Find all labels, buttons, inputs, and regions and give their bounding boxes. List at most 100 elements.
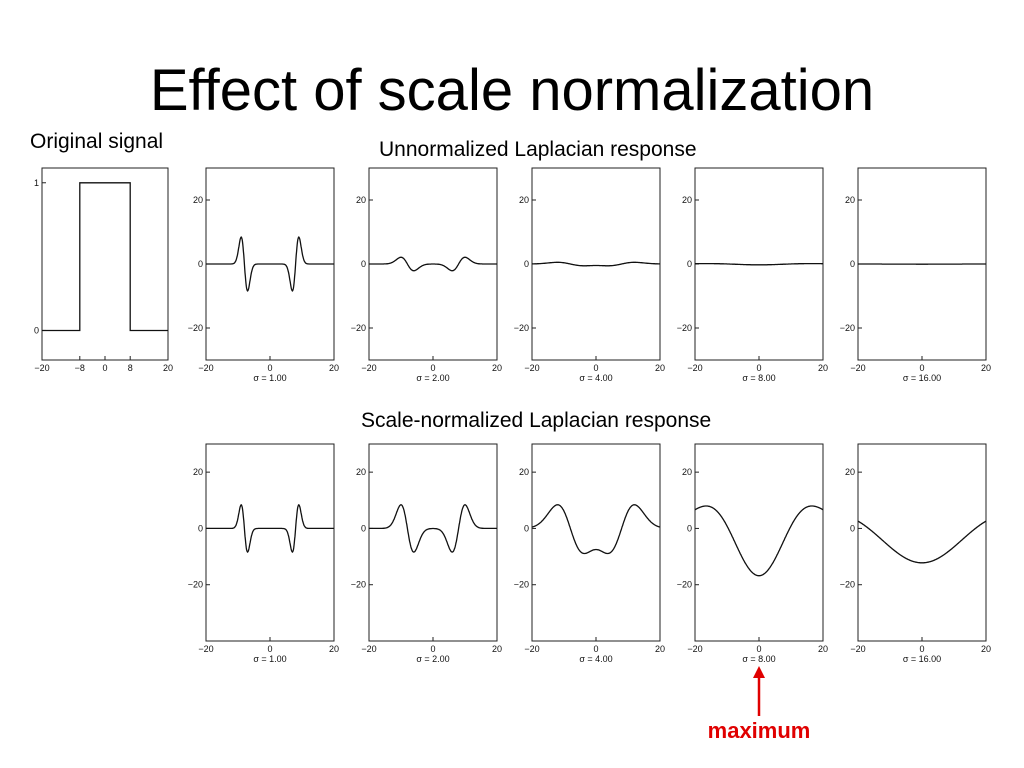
unnormalized-sigma-1-y-tick-label: 0 [198,259,203,269]
unnormalized-sigma-2-x-tick-label: 0 [430,363,435,373]
maximum-label: maximum [708,718,811,743]
normalized-sigma-4-curve [531,504,661,555]
original-x-tick-label: 20 [163,363,173,373]
normalized-sigma-4-y-tick-label: −20 [514,580,529,590]
unnormalized-sigma-1-curve [206,236,334,292]
normalized-sigma-4-y-tick-label: 20 [519,467,529,477]
unnormalized-sigma-2-y-tick-label: −20 [351,323,366,333]
normalized-sigma-8-y-tick-label: −20 [677,580,692,590]
normalized-sigma-1-frame [205,443,335,642]
unnormalized-sigma-2-y-tick-label: 20 [356,195,366,205]
unnormalized-sigma-2-curve [369,256,497,272]
maximum-arrow-head [753,666,765,678]
unnormalized-sigma-16-sigma-label: σ = 16.00 [903,373,941,383]
original-y-tick-label: 0 [34,325,39,335]
original-x-tick-label: 0 [102,363,107,373]
unnormalized-sigma-4-x-tick-label: −20 [524,363,539,373]
original-x-tick-label: −8 [75,363,85,373]
unnormalized-sigma-4-y-tick-label: −20 [514,323,529,333]
normalized-sigma-16-frame [857,443,987,642]
unnormalized-sigma-4-y-tick-label: 0 [524,259,529,269]
normalized-sigma-1-y-tick-label: 20 [193,467,203,477]
normalized-sigma-4-x-tick-label: −20 [524,644,539,654]
slide-title: Effect of scale normalization [149,58,875,123]
normalized-sigma-8-x-tick-label: −20 [687,644,702,654]
unnormalized-sigma-8-x-tick-label: 0 [756,363,761,373]
normalized-sigma-4-x-tick-label: 0 [593,644,598,654]
normalized-sigma-1-y-tick-label: 0 [198,523,203,533]
normalized-sigma-2-x-tick-label: 0 [430,644,435,654]
unnormalized-sigma-2-sigma-label: σ = 2.00 [416,373,449,383]
original-x-tick-label: −20 [34,363,49,373]
normalized-sigma-8-sigma-label: σ = 8.00 [742,654,775,664]
unnormalized-sigma-16-x-tick-label: 0 [919,363,924,373]
original-signal-heading: Original signal [30,130,164,153]
normalized-sigma-8-plot: −20 0 20 20 0 −20 σ = 8.00 [677,443,828,664]
normalized-sigma-2-x-tick-label: −20 [361,644,376,654]
original-frame [41,167,169,361]
unnormalized-sigma-4-y-tick-label: 20 [519,195,529,205]
unnormalized-sigma-8-y-tick-label: 20 [682,195,692,205]
normalized-sigma-2-y-tick-label: 20 [356,467,366,477]
unnormalized-sigma-4-x-tick-label: 0 [593,363,598,373]
normalized-sigma-4-y-tick-label: 0 [524,523,529,533]
normalized-sigma-2-x-tick-label: 20 [492,644,502,654]
unnormalized-sigma-1-y-tick-label: 20 [193,195,203,205]
normalized-sigma-8-curve [694,505,824,577]
unnormalized-sigma-16-y-tick-label: 20 [845,195,855,205]
normalized-sigma-16-y-tick-label: 0 [850,523,855,533]
original-plot: −20 −8 0 8 20 0 1 [34,167,173,373]
normalized-sigma-4-sigma-label: σ = 4.00 [579,654,612,664]
unnormalized-sigma-4-frame [531,167,661,361]
normalized-sigma-16-curve [857,520,987,564]
normalized-sigma-8-y-tick-label: 0 [687,523,692,533]
unnormalized-sigma-8-curve [695,262,823,266]
unnormalized-sigma-2-x-tick-label: 20 [492,363,502,373]
unnormalized-heading: Unnormalized Laplacian response [379,138,697,161]
normalized-sigma-16-x-tick-label: 20 [981,644,991,654]
unnormalized-sigma-8-sigma-label: σ = 8.00 [742,373,775,383]
unnormalized-sigma-1-y-tick-label: −20 [188,323,203,333]
unnormalized-sigma-1-sigma-label: σ = 1.00 [253,373,286,383]
unnormalized-sigma-1-plot: −20 0 20 20 0 −20 σ = 1.00 [188,167,339,383]
original-x-tick-label: 8 [128,363,133,373]
unnormalized-sigma-8-y-tick-label: −20 [677,323,692,333]
normalized-sigma-2-frame [368,443,498,642]
unnormalized-sigma-2-x-tick-label: −20 [361,363,376,373]
normalized-sigma-1-sigma-label: σ = 1.00 [253,654,286,664]
normalized-sigma-16-plot: −20 0 20 20 0 −20 σ = 16.00 [840,443,991,664]
normalized-sigma-1-x-tick-label: 0 [267,644,272,654]
normalized-sigma-8-x-tick-label: 20 [818,644,828,654]
normalized-sigma-8-frame [694,443,824,642]
normalized-sigma-8-x-tick-label: 0 [756,644,761,654]
unnormalized-sigma-16-y-tick-label: 0 [850,259,855,269]
normalized-sigma-2-sigma-label: σ = 2.00 [416,654,449,664]
normalized-sigma-2-y-tick-label: −20 [351,580,366,590]
normalized-sigma-1-plot: −20 0 20 20 0 −20 σ = 1.00 [188,443,339,664]
normalized-heading: Scale-normalized Laplacian response [361,409,712,432]
unnormalized-sigma-1-x-tick-label: 20 [329,363,339,373]
maximum-annotation: maximum [708,666,811,743]
normalized-sigma-4-frame [531,443,661,642]
original-signal-line [42,182,168,332]
normalized-sigma-1-x-tick-label: 20 [329,644,339,654]
unnormalized-sigma-4-x-tick-label: 20 [655,363,665,373]
unnormalized-sigma-8-y-tick-label: 0 [687,259,692,269]
unnormalized-sigma-2-y-tick-label: 0 [361,259,366,269]
original-y-tick-label: 1 [34,178,39,188]
unnormalized-sigma-4-curve [532,261,660,267]
unnormalized-sigma-8-plot: −20 0 20 20 0 −20 σ = 8.00 [677,167,828,383]
normalized-sigma-16-y-tick-label: 20 [845,467,855,477]
unnormalized-sigma-16-x-tick-label: 20 [981,363,991,373]
unnormalized-sigma-16-x-tick-label: −20 [850,363,865,373]
normalized-sigma-16-x-tick-label: −20 [850,644,865,654]
unnormalized-sigma-2-plot: −20 0 20 20 0 −20 σ = 2.00 [351,167,502,383]
normalized-sigma-2-y-tick-label: 0 [361,523,366,533]
normalized-sigma-16-y-tick-label: −20 [840,580,855,590]
unnormalized-sigma-4-sigma-label: σ = 4.00 [579,373,612,383]
normalized-sigma-16-x-tick-label: 0 [919,644,924,654]
normalized-sigma-2-plot: −20 0 20 20 0 −20 σ = 2.00 [351,443,502,664]
unnormalized-sigma-1-x-tick-label: −20 [198,363,213,373]
unnormalized-sigma-1-x-tick-label: 0 [267,363,272,373]
